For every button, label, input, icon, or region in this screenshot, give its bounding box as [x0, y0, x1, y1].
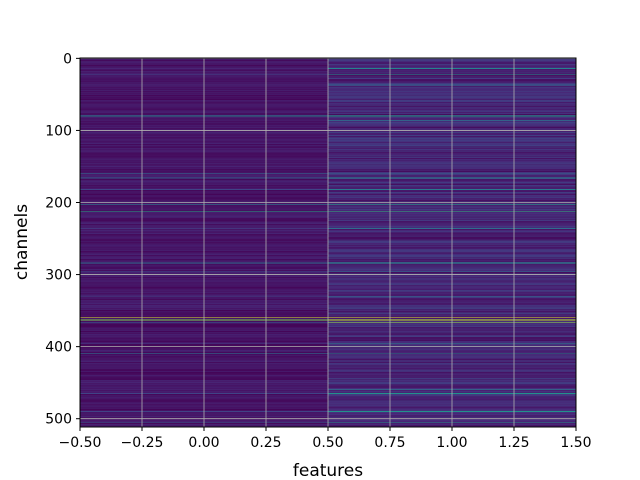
- y-tick-label: 100: [45, 123, 72, 139]
- x-tick-label: 0.50: [312, 435, 343, 451]
- x-tick-label: 0.00: [188, 435, 219, 451]
- x-tick-label: −0.25: [121, 435, 164, 451]
- y-tick-label: 0: [63, 51, 72, 67]
- y-tick-label: 400: [45, 340, 72, 356]
- y-tick-label: 200: [45, 196, 72, 212]
- x-tick-label: 1.00: [436, 435, 467, 451]
- x-tick-label: 1.25: [498, 435, 529, 451]
- x-axis-label: features: [293, 461, 363, 480]
- x-tick-label: 0.75: [374, 435, 405, 451]
- y-tick-label: 500: [45, 412, 72, 428]
- x-tick-label: 1.50: [560, 435, 591, 451]
- x-tick-label: 0.25: [250, 435, 281, 451]
- x-tick-label: −0.50: [59, 435, 102, 451]
- y-axis-label: channels: [12, 204, 32, 280]
- y-tick-label: 300: [45, 268, 72, 284]
- x-axis-ticks: −0.50 −0.25 0.00 0.25 0.50 0.75 1.00 1.25 1.50: [59, 427, 592, 451]
- y-axis-ticks: 0 100 200 300 400 500: [45, 51, 80, 428]
